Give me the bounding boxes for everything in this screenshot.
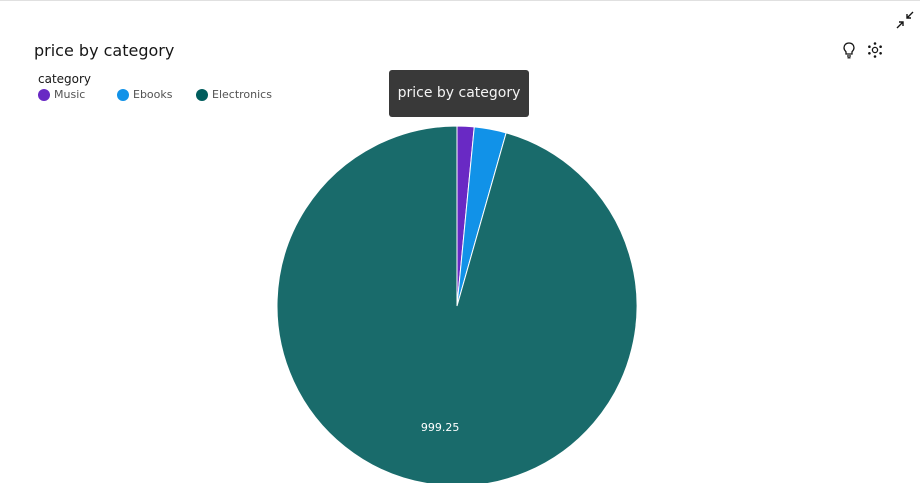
chart-legend: category Music Ebooks Electronics (38, 72, 272, 101)
legend-label-ebooks: Ebooks (133, 88, 173, 101)
legend-swatch-ebooks (117, 88, 129, 101)
legend-swatch-electronics (196, 88, 208, 101)
lightbulb-icon[interactable] (840, 41, 858, 59)
legend-title: category (38, 72, 92, 86)
chart-toolbar (840, 41, 884, 59)
legend-swatch-music (38, 88, 50, 101)
pie-slice-electronics[interactable] (276, 125, 638, 483)
legend-label-music: Music (54, 88, 86, 101)
settings-icon[interactable] (866, 41, 884, 59)
legend-item-music[interactable]: Music (38, 88, 117, 101)
legend-item-ebooks[interactable]: Ebooks (117, 88, 196, 101)
chart-title: price by category (34, 41, 175, 60)
legend-item-electronics[interactable]: Electronics (196, 88, 272, 101)
minimize-icon[interactable] (896, 11, 914, 29)
legend-label-electronics: Electronics (212, 88, 272, 101)
pie-label-electronics: 999.25 (421, 421, 460, 434)
chart-tooltip: price by category (389, 70, 529, 117)
